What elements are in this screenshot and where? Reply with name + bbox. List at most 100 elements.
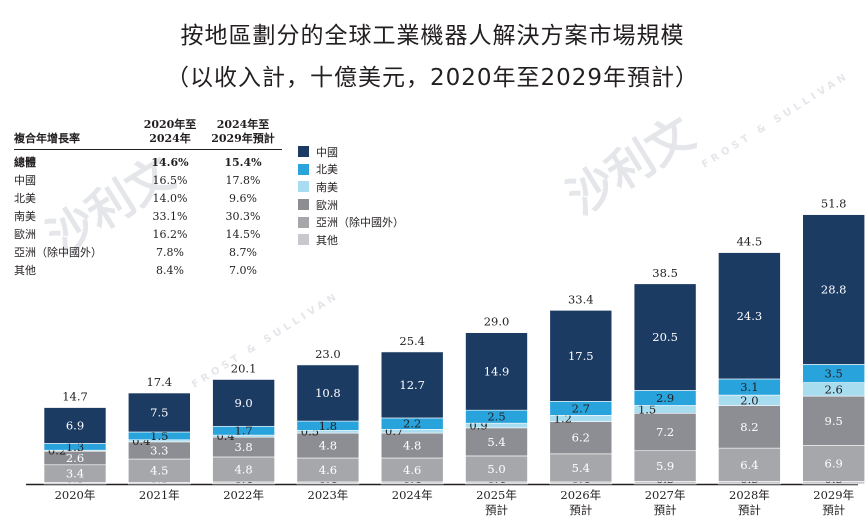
cagr-region: 其他 — [14, 264, 36, 277]
data-label: 5.9 — [656, 459, 674, 473]
cagr-value: 16.2% — [152, 228, 188, 241]
data-label: 2.6 — [825, 382, 843, 396]
bar-segment — [465, 427, 528, 457]
legend-label: 南美 — [316, 180, 338, 194]
legend-item: 亞洲（除中國外） — [298, 213, 404, 231]
cagr-row: 歐洲 16.2% 14.5% — [14, 226, 282, 244]
x-tick-label: 預計 — [738, 503, 761, 517]
bar-segment — [549, 453, 613, 483]
data-label: 6.9 — [825, 456, 843, 470]
data-label: 5.4 — [572, 461, 590, 475]
x-tick-label: 2023年 — [308, 488, 349, 502]
data-label: 28.8 — [821, 283, 847, 297]
x-tick-label: 2029年 — [813, 488, 854, 502]
legend-swatch — [298, 163, 309, 175]
cagr-value: 9.6% — [229, 192, 257, 205]
bar-segment — [633, 283, 697, 391]
bar-segment — [802, 214, 865, 365]
bar-segment — [43, 407, 107, 444]
cagr-row: 亞洲（除中國外） 7.8% 8.7% — [14, 244, 282, 262]
legend-item: 北美 — [298, 161, 404, 179]
data-label: 3.4 — [66, 467, 84, 481]
legend-swatch — [298, 234, 309, 246]
cagr-value: 17.8% — [225, 174, 261, 187]
cagr-value: 33.1% — [152, 210, 188, 223]
legend-label: 中國 — [316, 145, 338, 159]
data-label: 24.3 — [737, 309, 763, 323]
cagr-value: 16.5% — [152, 174, 188, 187]
data-label: 1.5 — [150, 429, 168, 443]
cagr-value: 8.7% — [229, 246, 257, 259]
legend-swatch — [298, 199, 309, 211]
cagr-value: 14.5% — [225, 228, 261, 241]
data-label: 1.5 — [638, 402, 656, 416]
data-label: 10.8 — [315, 386, 341, 400]
data-label: 20.5 — [652, 330, 678, 344]
x-tick-label: 2021年 — [139, 488, 180, 502]
data-label: 2.9 — [656, 391, 674, 405]
legend-swatch — [298, 181, 309, 193]
data-label: 8.2 — [740, 420, 758, 434]
total-label: 20.1 — [231, 361, 257, 375]
data-label: 6.9 — [66, 419, 84, 433]
legend-label: 亞洲（除中國外） — [316, 216, 404, 230]
legend-swatch — [298, 216, 309, 228]
cagr-row: 總體 14.6% 15.4% — [14, 150, 282, 173]
x-tick-label: 2025年 — [476, 488, 517, 502]
cagr-header-period-2: 2024年至 2029年預計 — [204, 118, 282, 150]
bar-segment — [212, 379, 275, 427]
cagr-table: 複合年增長率 2020年至 2024年 2024年至 2029年預計 總體 14… — [14, 118, 284, 280]
cagr-value: 7.8% — [156, 246, 184, 259]
cagr-row: 北美 14.0% 9.6% — [14, 190, 282, 208]
bar-segment — [802, 395, 865, 446]
data-label: 7.5 — [150, 406, 168, 420]
cagr-region: 歐洲 — [14, 228, 36, 241]
data-label: 3.1 — [740, 380, 758, 394]
data-label: 5.4 — [487, 435, 505, 449]
total-label: 44.5 — [737, 235, 763, 249]
data-label: 3.3 — [150, 443, 168, 457]
legend-label: 其他 — [316, 233, 338, 247]
bar-segment — [465, 332, 528, 411]
data-label: 4.8 — [403, 439, 421, 453]
x-tick-label: 2026年 — [560, 488, 601, 502]
bar-segment — [128, 392, 191, 433]
bar-segment — [633, 450, 697, 482]
bar-segment — [802, 445, 865, 482]
x-tick-label: 2020年 — [55, 488, 96, 502]
data-label: 4.8 — [319, 439, 337, 453]
legend-item: 中國 — [298, 143, 404, 161]
bar-segment — [380, 351, 444, 419]
bar-segment — [633, 412, 697, 452]
cagr-region: 亞洲（除中國外） — [14, 246, 102, 259]
data-label: 6.2 — [572, 431, 590, 445]
bar-segment — [549, 310, 613, 402]
cagr-value: 14.6% — [151, 156, 189, 169]
bar-segment — [465, 455, 528, 483]
data-label: 6.4 — [740, 458, 758, 472]
bar-segment — [549, 421, 613, 455]
data-label: 2.5 — [487, 410, 505, 424]
chart-subtitle: （以收入計，十億美元，2020年至2029年預計） — [165, 65, 700, 91]
data-label: 4.8 — [234, 462, 252, 476]
data-label: 12.7 — [399, 378, 425, 392]
bar-segment — [718, 252, 781, 380]
cagr-header-label: 複合年增長率 — [14, 118, 136, 150]
cagr-row: 中國 16.5% 17.8% — [14, 172, 282, 190]
bar-segment — [296, 364, 360, 422]
total-label: 23.0 — [315, 347, 341, 361]
cagr-region: 北美 — [14, 192, 36, 205]
cagr-region: 中國 — [14, 174, 36, 187]
x-tick-label: 2027年 — [645, 488, 686, 502]
cagr-row: 其他 8.4% 7.0% — [14, 262, 282, 280]
data-label: 2.2 — [403, 417, 421, 431]
bar-segment — [718, 405, 781, 449]
total-label: 29.0 — [484, 315, 510, 329]
cagr-row: 南美 33.1% 30.3% — [14, 208, 282, 226]
legend-item: 南美 — [298, 178, 404, 196]
data-label: 3.8 — [234, 440, 252, 454]
total-label: 25.4 — [399, 334, 425, 348]
cagr-header-period-1: 2020年至 2024年 — [136, 118, 204, 150]
data-label: 3.5 — [825, 367, 843, 381]
bar-segment — [380, 432, 444, 459]
